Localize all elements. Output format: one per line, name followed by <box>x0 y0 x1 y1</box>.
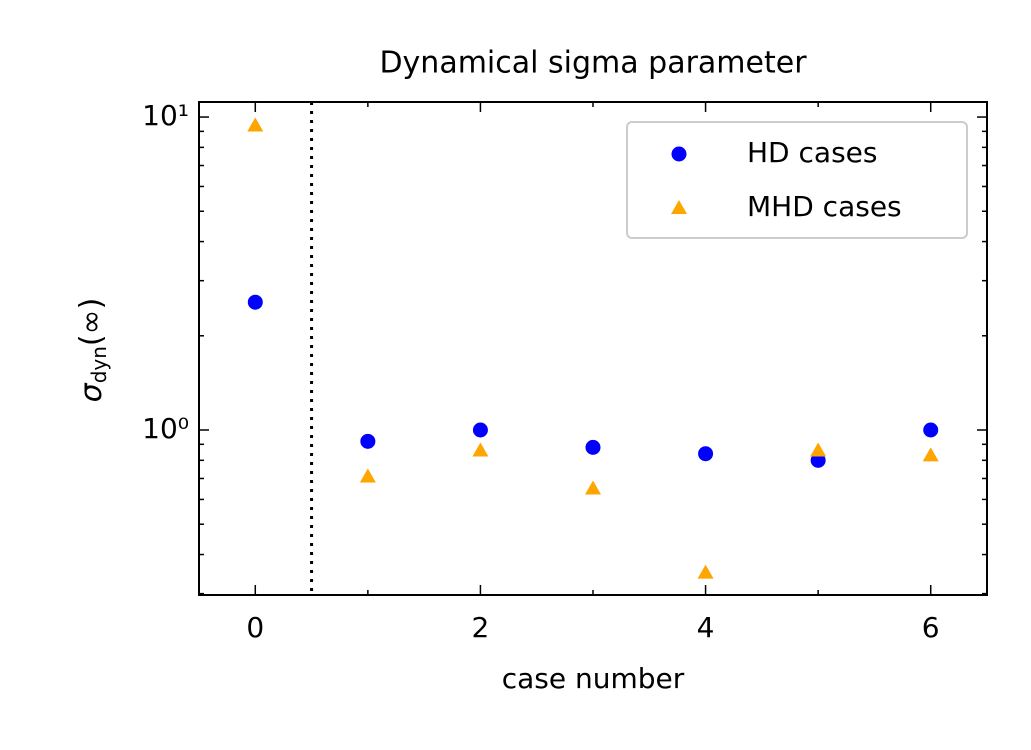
circle-marker <box>698 446 714 462</box>
x-tick-label: 2 <box>472 611 490 644</box>
triangle-marker <box>247 117 264 132</box>
x-tick-label: 4 <box>697 611 715 644</box>
y-label-symbol: σ <box>74 382 109 402</box>
circle-marker <box>360 433 376 449</box>
triangle-marker <box>671 200 687 214</box>
legend-frame <box>626 121 968 239</box>
triangle-marker <box>810 442 827 457</box>
circle-marker <box>810 452 826 468</box>
y-label-subscript: dyn <box>87 346 111 383</box>
triangle-marker <box>472 442 489 457</box>
circle-marker <box>247 294 263 310</box>
circle-marker <box>472 422 488 438</box>
circle-marker <box>923 422 939 438</box>
x-tick-label: 0 <box>246 611 264 644</box>
triangle-marker <box>359 468 376 483</box>
legend-label: MHD cases <box>747 190 902 223</box>
x-axis-label: case number <box>502 662 685 695</box>
chart-title: Dynamical sigma parameter <box>379 46 807 81</box>
circle-marker <box>585 439 601 455</box>
y-label-suffix: (∞) <box>74 298 109 346</box>
triangle-marker <box>585 480 601 495</box>
y-axis-label: σdyn(∞) <box>74 298 111 403</box>
legend-label: HD cases <box>747 136 877 169</box>
triangle-marker <box>922 447 939 462</box>
plot-frame <box>198 101 988 596</box>
circle-marker <box>671 146 687 162</box>
triangle-marker <box>697 564 714 579</box>
y-tick-label: 10¹ <box>142 99 189 132</box>
y-tick-label: 10⁰ <box>142 412 189 445</box>
x-tick-label: 6 <box>922 611 940 644</box>
